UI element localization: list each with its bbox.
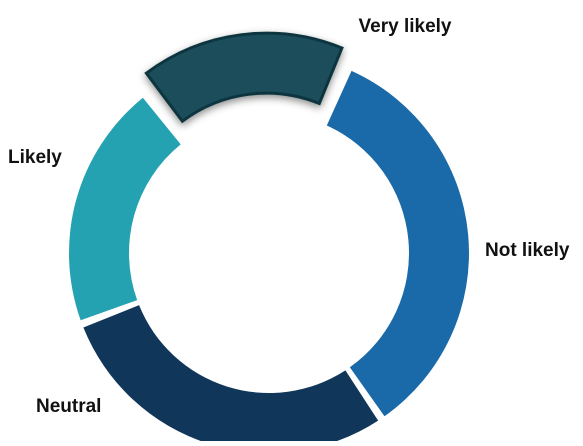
donut-labels: Very likely Not likely Neutral Likely <box>8 16 570 417</box>
label-very-likely: Very likely <box>359 16 452 37</box>
label-neutral: Neutral <box>36 396 101 417</box>
slice-neutral <box>83 305 379 446</box>
label-likely: Likely <box>8 147 62 168</box>
slice-not-likely <box>326 70 469 417</box>
slice-very-likely <box>144 31 344 124</box>
donut-slices <box>69 31 469 446</box>
label-not-likely: Not likely <box>485 240 570 261</box>
slice-likely <box>69 97 181 321</box>
